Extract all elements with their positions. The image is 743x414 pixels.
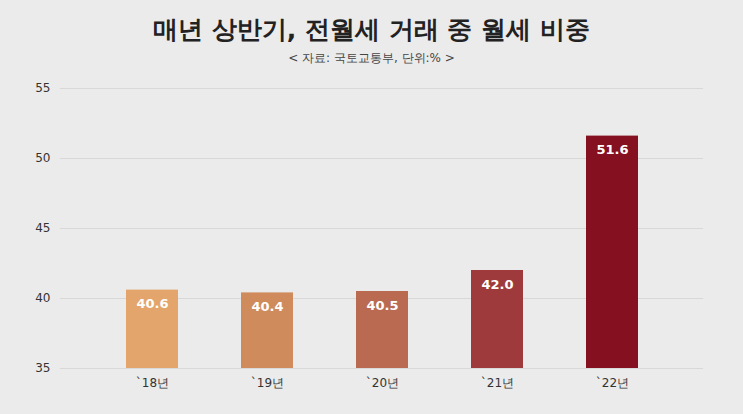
svg-text:`21년: `21년 [481,376,514,390]
svg-text:45: 45 [35,221,50,235]
svg-text:`19년: `19년 [251,376,284,390]
svg-text:`20년: `20년 [366,376,399,390]
svg-text:50: 50 [35,151,50,165]
svg-text:`18년: `18년 [136,376,169,390]
svg-text:51.6: 51.6 [596,142,628,157]
svg-text:40: 40 [35,291,50,305]
svg-text:55: 55 [35,81,50,95]
svg-text:40.4: 40.4 [251,299,283,314]
svg-text:40.6: 40.6 [136,296,168,311]
svg-text:40.5: 40.5 [366,298,398,313]
html-text:매년 상반기, 전월세 거래 중 월세 비중: 매년 상반기, 전월세 거래 중 월세 비중 [153,15,590,44]
svg-text:42.0: 42.0 [481,277,513,292]
html-text:< 자료: 국토교통부, 단위:% >: < 자료: 국토교통부, 단위:% > [288,51,455,65]
svg-text:`22년: `22년 [596,376,629,390]
svg-text:35: 35 [35,361,50,375]
